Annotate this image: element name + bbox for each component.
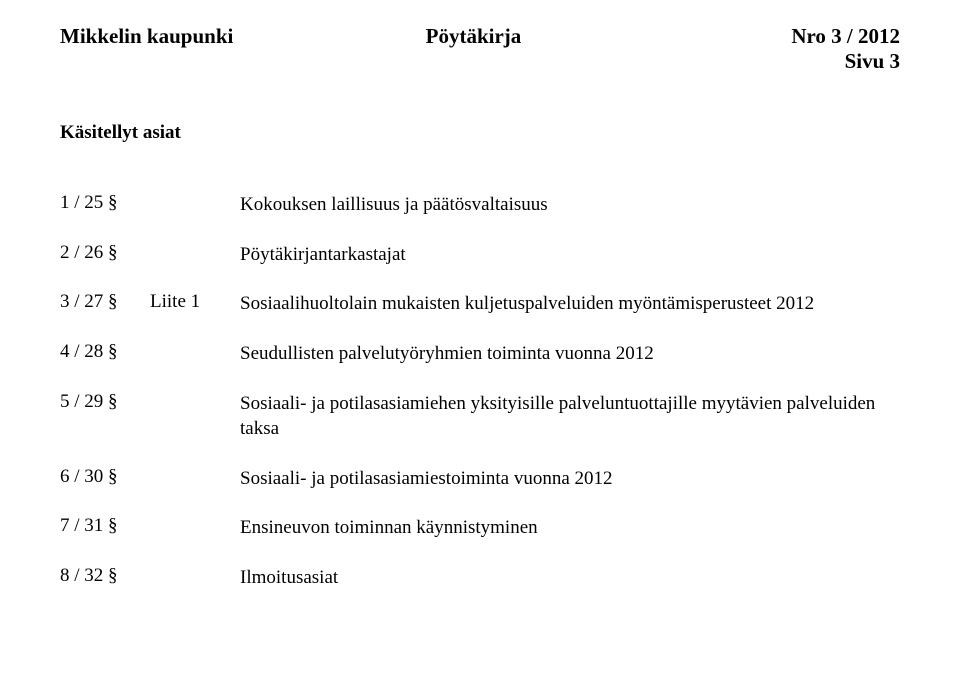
agenda-table: 1 / 25 § Kokouksen laillisuus ja päätösva… xyxy=(60,192,900,615)
agenda-item-description: Ilmoitusasiat xyxy=(240,565,900,615)
header-number: Nro 3 / 2012 xyxy=(791,24,900,48)
agenda-body: 1 / 25 § Kokouksen laillisuus ja päätösva… xyxy=(60,192,900,615)
agenda-item-description: Pöytäkirjantarkastajat xyxy=(240,242,900,292)
agenda-item-description: Sosiaali- ja potilasasiamiehen yksityisi… xyxy=(240,391,900,466)
agenda-item-attachment xyxy=(150,466,240,516)
agenda-row: 8 / 32 § Ilmoitusasiat xyxy=(60,565,900,615)
agenda-item-number: 2 / 26 § xyxy=(60,242,150,292)
page: Mikkelin kaupunki Pöytäkirja Nro 3 / 201… xyxy=(0,0,960,615)
agenda-row: 1 / 25 § Kokouksen laillisuus ja päätösva… xyxy=(60,192,900,242)
header-meta: Nro 3 / 2012 Sivu 3 xyxy=(791,24,900,74)
agenda-item-description: Seudullisten palvelutyöryhmien toiminta … xyxy=(240,341,900,391)
agenda-item-attachment: Liite 1 xyxy=(150,291,240,341)
agenda-row: 3 / 27 §Liite 1Sosiaalihuoltolain mukais… xyxy=(60,291,900,341)
agenda-row: 6 / 30 § Sosiaali- ja potilasasiamiestoim… xyxy=(60,466,900,516)
agenda-row: 7 / 31 § Ensineuvon toiminnan käynnistymi… xyxy=(60,515,900,565)
agenda-item-description: Kokouksen laillisuus ja päätösvaltaisuus xyxy=(240,192,900,242)
agenda-item-description: Ensineuvon toiminnan käynnistyminen xyxy=(240,515,900,565)
agenda-item-attachment xyxy=(150,391,240,466)
agenda-row: 5 / 29 § Sosiaali- ja potilasasiamiehen y… xyxy=(60,391,900,466)
header-doc-type: Pöytäkirja xyxy=(426,24,792,49)
agenda-item-number: 7 / 31 § xyxy=(60,515,150,565)
agenda-row: 2 / 26 § Pöytäkirjantarkastajat xyxy=(60,242,900,292)
agenda-item-attachment xyxy=(150,341,240,391)
agenda-item-attachment xyxy=(150,242,240,292)
header-page: Sivu 3 xyxy=(791,49,900,74)
section-title: Käsitellyt asiat xyxy=(60,122,900,144)
agenda-item-number: 5 / 29 § xyxy=(60,391,150,466)
agenda-item-number: 6 / 30 § xyxy=(60,466,150,516)
agenda-item-number: 1 / 25 § xyxy=(60,192,150,242)
agenda-item-attachment xyxy=(150,515,240,565)
agenda-item-number: 3 / 27 § xyxy=(60,291,150,341)
agenda-item-number: 4 / 28 § xyxy=(60,341,150,391)
header-org: Mikkelin kaupunki xyxy=(60,24,426,49)
agenda-item-attachment xyxy=(150,565,240,615)
agenda-item-description: Sosiaalihuoltolain mukaisten kuljetuspal… xyxy=(240,291,900,341)
agenda-item-attachment xyxy=(150,192,240,242)
agenda-item-number: 8 / 32 § xyxy=(60,565,150,615)
agenda-row: 4 / 28 § Seudullisten palvelutyöryhmien t… xyxy=(60,341,900,391)
document-header: Mikkelin kaupunki Pöytäkirja Nro 3 / 201… xyxy=(60,24,900,74)
agenda-item-description: Sosiaali- ja potilasasiamiestoiminta vuo… xyxy=(240,466,900,516)
